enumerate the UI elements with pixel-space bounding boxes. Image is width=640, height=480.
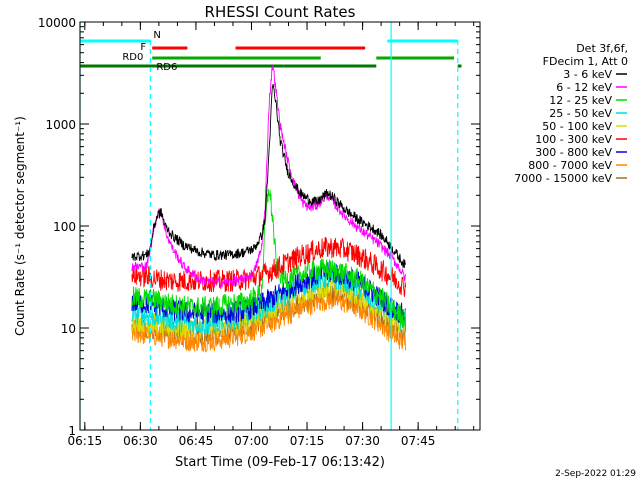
series-25-50keV-line bbox=[131, 267, 407, 335]
y-tick-label: 1 bbox=[68, 424, 76, 438]
vline-layer bbox=[79, 22, 459, 430]
x-tick-label: 07:15 bbox=[290, 434, 325, 448]
legend-entry-label: 3 - 6 keV bbox=[563, 68, 612, 81]
y-axis-label: Count Rate (s⁻¹ detector segment⁻¹) bbox=[13, 116, 27, 336]
series-layer bbox=[131, 65, 407, 353]
legend-entry-label: 50 - 100 keV bbox=[542, 120, 612, 133]
legend-header-line: FDecim 1, Att 0 bbox=[543, 55, 628, 68]
rd0-flag-label: RD0 bbox=[122, 52, 143, 63]
series-6-12keV-line bbox=[131, 65, 407, 289]
flare-flag-label: F bbox=[140, 42, 146, 53]
series-3-6keV-line bbox=[131, 83, 407, 269]
axis-layer: 06:15 06:30 06:45 07:00 07:15 07:30 07:45 1 10 10… bbox=[38, 16, 480, 448]
y-tick-label: 10 bbox=[61, 322, 76, 336]
legend-entry-label: 7000 - 15000 keV bbox=[514, 172, 612, 185]
legend-entry-label: 300 - 800 keV bbox=[535, 146, 612, 159]
y-tick-label: 1000 bbox=[45, 118, 76, 132]
x-tick-label: 06:15 bbox=[68, 434, 103, 448]
x-tick-label: 06:45 bbox=[179, 434, 214, 448]
x-tick-label: 07:45 bbox=[401, 434, 436, 448]
chart-title: RHESSI Count Rates bbox=[205, 3, 356, 21]
legend-entry-label: 6 - 12 keV bbox=[556, 81, 612, 94]
legend-entry-label: 25 - 50 keV bbox=[549, 107, 612, 120]
series-800-7000keV-line bbox=[131, 288, 407, 353]
x-tick-label: 06:30 bbox=[123, 434, 158, 448]
x-tick-label: 07:00 bbox=[234, 434, 269, 448]
legend-entry-label: 100 - 300 keV bbox=[535, 133, 612, 146]
y-tick-label: 10000 bbox=[38, 16, 76, 30]
y-tick-label: 100 bbox=[53, 220, 76, 234]
x-tick-label: 07:30 bbox=[345, 434, 380, 448]
night-flag-label: N bbox=[153, 30, 160, 41]
legend-entry-label: 12 - 25 keV bbox=[549, 94, 612, 107]
rd6-flag-label: RD6 bbox=[156, 62, 177, 73]
legend-header-line: Det 3f,6f, bbox=[576, 42, 628, 55]
series-100-300keV-line bbox=[131, 236, 407, 297]
x-axis-label: Start Time (09-Feb-17 06:13:42) bbox=[175, 455, 385, 470]
legend-entry-label: 800 - 7000 keV bbox=[528, 159, 612, 172]
timestamp: 2-Sep-2022 01:29 bbox=[555, 469, 636, 479]
series-12-25keV-line bbox=[131, 189, 407, 331]
plot-frame bbox=[79, 21, 481, 431]
